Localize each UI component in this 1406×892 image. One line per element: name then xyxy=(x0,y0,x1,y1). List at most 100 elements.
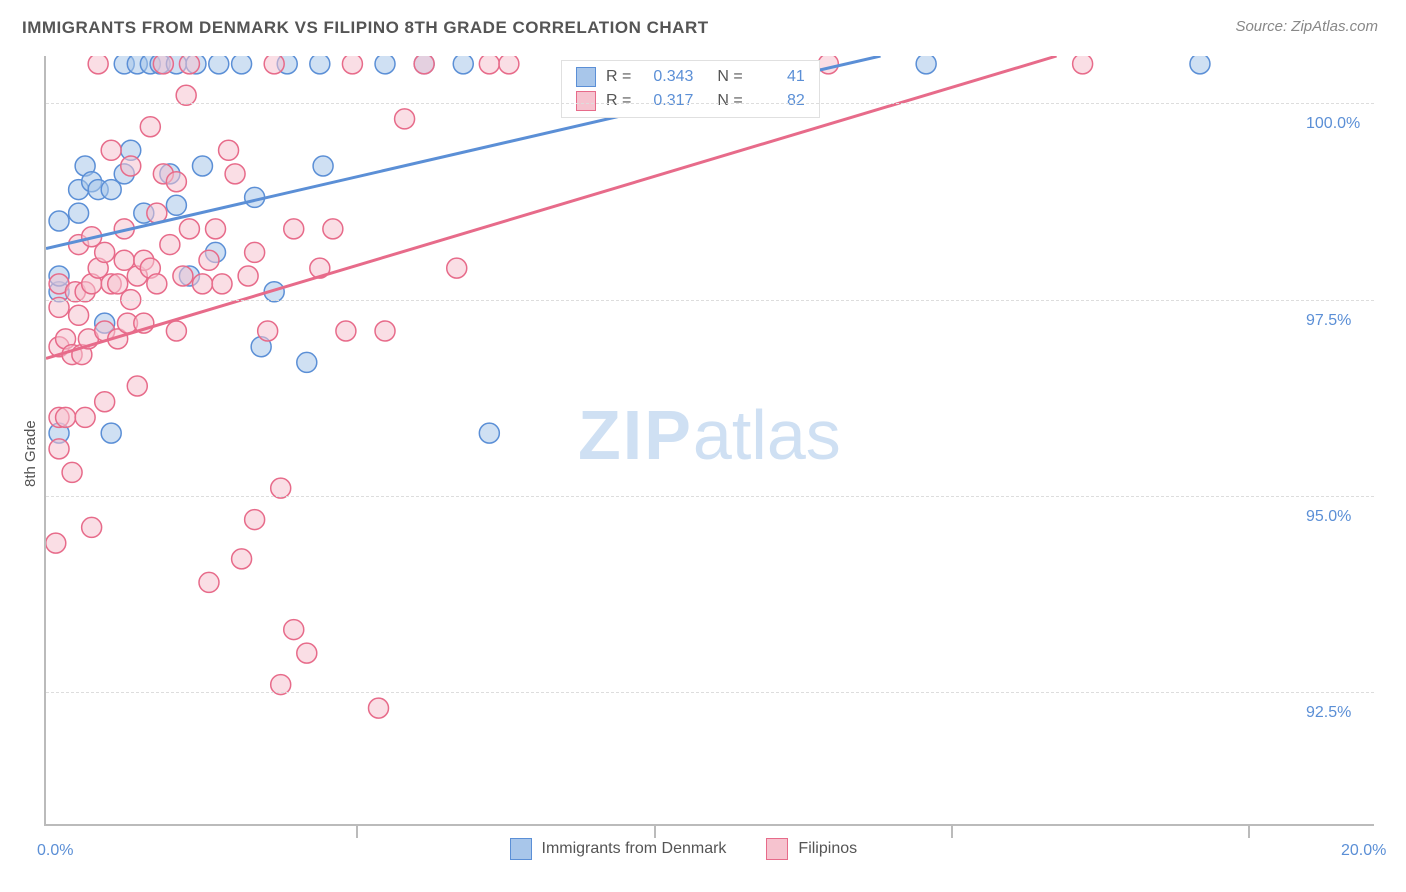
trend-line xyxy=(46,56,1057,359)
data-point xyxy=(1190,56,1210,74)
data-point xyxy=(46,533,66,553)
legend-r-value: 0.343 xyxy=(641,68,693,86)
data-point xyxy=(395,109,415,129)
series-legend: Immigrants from Denmark Filipinos xyxy=(510,838,858,860)
x-tick-mark xyxy=(356,826,358,838)
plot-svg xyxy=(46,56,1376,826)
data-point xyxy=(499,56,519,74)
legend-swatch xyxy=(576,91,596,111)
data-point xyxy=(88,56,108,74)
data-point xyxy=(284,620,304,640)
y-tick-label: 100.0% xyxy=(1306,115,1360,133)
data-point xyxy=(206,219,226,239)
x-tick-mark xyxy=(1248,826,1250,838)
data-point xyxy=(258,321,278,341)
data-point xyxy=(479,423,499,443)
data-point xyxy=(173,266,193,286)
data-point xyxy=(75,407,95,427)
legend-n-value: 41 xyxy=(753,68,805,86)
data-point xyxy=(238,266,258,286)
data-point xyxy=(310,56,330,74)
data-point xyxy=(166,172,186,192)
data-point xyxy=(232,56,252,74)
correlation-chart: IMMIGRANTS FROM DENMARK VS FILIPINO 8TH … xyxy=(0,0,1406,892)
data-point xyxy=(232,549,252,569)
data-point xyxy=(56,407,76,427)
data-point xyxy=(342,56,362,74)
data-point xyxy=(101,423,121,443)
data-point xyxy=(297,352,317,372)
data-point xyxy=(69,203,89,223)
data-point xyxy=(245,242,265,262)
data-point xyxy=(199,250,219,270)
data-point xyxy=(199,572,219,592)
legend-item: Immigrants from Denmark xyxy=(510,838,727,860)
data-point xyxy=(95,392,115,412)
data-point xyxy=(414,56,434,74)
data-point xyxy=(49,439,69,459)
legend-swatch xyxy=(576,67,596,87)
data-point xyxy=(160,235,180,255)
data-point xyxy=(166,195,186,215)
data-point xyxy=(313,156,333,176)
data-point xyxy=(192,274,212,294)
legend-swatch xyxy=(766,838,788,860)
data-point xyxy=(62,462,82,482)
data-point xyxy=(140,117,160,137)
data-point xyxy=(179,219,199,239)
x-tick-label: 20.0% xyxy=(1341,842,1386,860)
data-point xyxy=(179,56,199,74)
data-point xyxy=(166,321,186,341)
legend-label: Immigrants from Denmark xyxy=(542,840,727,858)
data-point xyxy=(127,376,147,396)
gridline-horizontal xyxy=(46,496,1374,497)
legend-n-label: N = xyxy=(717,92,742,110)
data-point xyxy=(916,56,936,74)
data-point xyxy=(336,321,356,341)
legend-n-label: N = xyxy=(717,68,742,86)
y-tick-label: 95.0% xyxy=(1306,508,1351,526)
legend-r-value: 0.317 xyxy=(641,92,693,110)
gridline-horizontal xyxy=(46,692,1374,693)
legend-row: R = 0.317 N = 82 xyxy=(562,89,819,113)
y-tick-label: 92.5% xyxy=(1306,704,1351,722)
data-point xyxy=(447,258,467,278)
data-point xyxy=(121,156,141,176)
data-point xyxy=(323,219,343,239)
gridline-horizontal xyxy=(46,103,1374,104)
data-point xyxy=(375,321,395,341)
data-point xyxy=(153,56,173,74)
y-axis-label: 8th Grade xyxy=(22,420,39,487)
data-point xyxy=(284,219,304,239)
x-tick-label: 0.0% xyxy=(37,842,73,860)
legend-swatch xyxy=(510,838,532,860)
legend-row: R = 0.343 N = 41 xyxy=(562,65,819,89)
legend-n-value: 82 xyxy=(753,92,805,110)
data-point xyxy=(147,274,167,294)
data-point xyxy=(212,274,232,294)
data-point xyxy=(479,56,499,74)
data-point xyxy=(375,56,395,74)
data-point xyxy=(1073,56,1093,74)
legend-label: Filipinos xyxy=(798,840,857,858)
source-attribution: Source: ZipAtlas.com xyxy=(1235,18,1378,35)
data-point xyxy=(101,140,121,160)
legend-r-label: R = xyxy=(606,92,631,110)
x-tick-mark xyxy=(951,826,953,838)
data-point xyxy=(49,211,69,231)
legend-item: Filipinos xyxy=(766,838,857,860)
data-point xyxy=(69,305,89,325)
data-point xyxy=(225,164,245,184)
data-point xyxy=(209,56,229,74)
data-point xyxy=(192,156,212,176)
data-point xyxy=(245,510,265,530)
legend-r-label: R = xyxy=(606,68,631,86)
data-point xyxy=(82,517,102,537)
correlation-legend: R = 0.343 N = 41 R = 0.317 N = 82 xyxy=(561,60,820,118)
y-tick-label: 97.5% xyxy=(1306,312,1351,330)
data-point xyxy=(95,242,115,262)
plot-area: ZIPatlas R =0.343N =41R =0.317N =82 92.5… xyxy=(44,56,1374,826)
data-point xyxy=(264,56,284,74)
x-tick-mark xyxy=(654,826,656,838)
gridline-horizontal xyxy=(46,300,1374,301)
